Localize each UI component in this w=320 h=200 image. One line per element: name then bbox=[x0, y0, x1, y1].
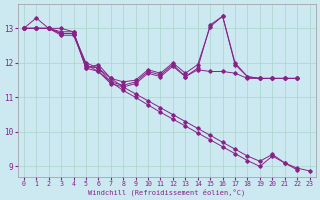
X-axis label: Windchill (Refroidissement éolien,°C): Windchill (Refroidissement éolien,°C) bbox=[88, 188, 245, 196]
